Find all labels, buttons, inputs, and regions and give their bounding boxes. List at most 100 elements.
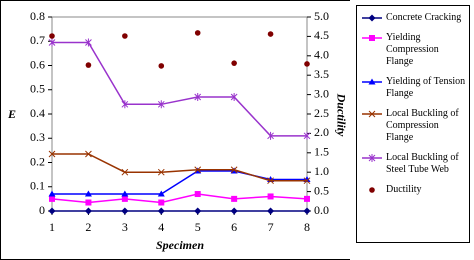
y-tick-label: 0.8: [30, 9, 45, 23]
legend: Concrete Cracking Yielding Compression Fl…: [356, 5, 470, 243]
y-tick-label: 0.4: [30, 106, 45, 120]
marker: [157, 207, 165, 215]
y-axis-label: E: [7, 107, 16, 121]
marker: [368, 110, 376, 118]
x-tick-label: 8: [304, 220, 310, 234]
marker: [267, 207, 275, 215]
marker: [121, 195, 128, 202]
marker: [48, 207, 56, 215]
marker: [267, 131, 274, 140]
legend-item: Concrete Cracking: [361, 12, 467, 24]
marker: [157, 168, 165, 176]
legend-item: Yielding of Tension Flange: [361, 76, 467, 100]
marker: [304, 195, 310, 202]
series-line: [52, 153, 307, 182]
y2-tick-label: 4.0: [314, 48, 329, 62]
chart: E Ductility Specimen 0 0.1 0.2 0.3 0.4 0.5 0.6…: [0, 0, 350, 260]
marker: [303, 207, 311, 215]
marker: [368, 14, 376, 22]
marker: [49, 195, 55, 202]
y2-tick-label: 0.5: [314, 183, 329, 197]
marker: [85, 62, 92, 68]
marker: [194, 191, 201, 198]
legend-label: Local Buckling of Steel Tube Web: [386, 152, 459, 175]
marker: [194, 30, 201, 36]
marker: [231, 60, 237, 66]
y2-axis-label: Ductility: [334, 93, 348, 137]
legend-swatch: [362, 78, 382, 85]
legend-swatch: [362, 154, 382, 162]
y-tick-label: 0.1: [30, 179, 45, 193]
marker: [121, 207, 129, 215]
marker: [230, 166, 238, 174]
y2-tick-label: 2.5: [314, 106, 329, 120]
marker: [84, 207, 92, 215]
marker: [85, 38, 92, 47]
marker: [304, 61, 310, 67]
y2-tick-label: 1.0: [314, 164, 329, 178]
series-line: [52, 170, 307, 195]
marker: [368, 154, 376, 162]
y2-tick-label: 5.0: [314, 9, 329, 23]
marker: [303, 131, 311, 140]
x-tick-label: 5: [195, 220, 201, 234]
y2-tick-label: 3.5: [314, 67, 329, 81]
marker: [194, 93, 202, 102]
marker: [157, 100, 165, 109]
marker: [368, 78, 376, 85]
marker: [267, 193, 274, 200]
x-tick-label: 1: [49, 220, 55, 234]
y2-tick-label: 0.0: [314, 203, 329, 217]
legend-item: Local Buckling of Steel Tube Web: [361, 152, 467, 176]
legend-item: Ductility: [361, 184, 467, 196]
x-tick-label: 7: [268, 220, 274, 234]
marker: [230, 93, 238, 102]
x-tick-label: 3: [122, 220, 128, 234]
legend-label: Yielding Compression Flange: [386, 32, 439, 67]
x-tick-label: 4: [158, 220, 164, 234]
y-tick-label: 0.5: [30, 82, 45, 96]
marker: [369, 187, 375, 193]
y-tick-label: 0.6: [30, 57, 45, 71]
marker: [157, 190, 165, 197]
legend-label: Concrete Cracking: [386, 12, 462, 23]
marker: [231, 195, 238, 202]
series-line: [51, 193, 308, 204]
marker: [158, 63, 165, 69]
y2-tick-label: 2.0: [314, 125, 329, 139]
marker: [121, 100, 129, 109]
marker: [194, 166, 202, 174]
legend-label: Yielding of Tension Flange: [386, 76, 466, 99]
marker: [48, 150, 56, 158]
x-axis-label: Specimen: [156, 238, 204, 252]
marker: [267, 31, 274, 37]
x-tick-label: 6: [231, 220, 237, 234]
legend-swatch: [362, 110, 382, 118]
legend-swatch: [369, 187, 375, 193]
marker: [48, 190, 56, 197]
marker: [121, 168, 129, 176]
legend-swatch: [362, 35, 382, 41]
marker: [303, 177, 311, 185]
legend-item: Local Buckling of Compression Flange: [361, 108, 467, 144]
marker: [85, 199, 92, 206]
legend-label: Local Buckling of Compression Flange: [386, 108, 459, 143]
marker: [267, 177, 274, 185]
marker: [369, 35, 375, 41]
series-line: [52, 41, 307, 137]
y-tick-label: 0: [39, 203, 45, 217]
y-tick-label: 0.7: [30, 33, 45, 47]
marker: [121, 190, 129, 197]
x-tick-label: 2: [85, 220, 91, 234]
y-tick-label: 0.3: [30, 130, 45, 144]
marker: [194, 207, 202, 215]
legend-item: Yielding Compression Flange: [361, 32, 467, 68]
marker: [49, 33, 55, 39]
marker: [84, 190, 92, 197]
legend-swatch: [362, 14, 382, 22]
marker: [158, 199, 165, 206]
y-tick-label: 0.2: [30, 154, 45, 168]
legend-label: Ductility: [386, 184, 422, 195]
y2-tick-label: 4.5: [314, 28, 329, 42]
